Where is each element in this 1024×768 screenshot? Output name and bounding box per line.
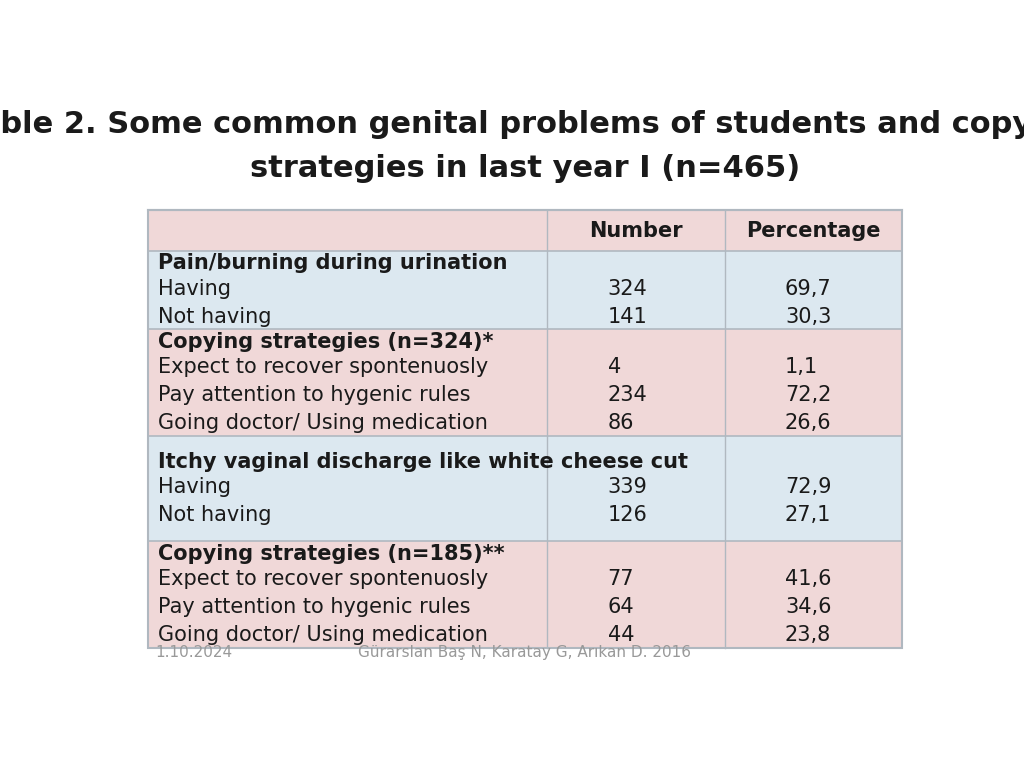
- Text: 69,7: 69,7: [785, 279, 831, 299]
- Bar: [147, 251, 902, 273]
- Text: Having: Having: [158, 279, 230, 299]
- Text: 23,8: 23,8: [785, 625, 831, 645]
- Text: 72,9: 72,9: [785, 478, 831, 498]
- Bar: [147, 273, 902, 301]
- Bar: [147, 210, 902, 251]
- Bar: [147, 592, 902, 620]
- Text: 126: 126: [607, 505, 647, 525]
- Bar: [147, 564, 902, 592]
- Text: Table 2. Some common genital problems of students and copying: Table 2. Some common genital problems of…: [0, 110, 1024, 139]
- Text: Expect to recover spontenuosly: Expect to recover spontenuosly: [158, 357, 487, 377]
- Bar: [147, 449, 902, 472]
- Text: Going doctor/ Using medication: Going doctor/ Using medication: [158, 413, 487, 433]
- Text: Having: Having: [158, 478, 230, 498]
- Text: 44: 44: [607, 625, 634, 645]
- Text: Copying strategies (n=185)**: Copying strategies (n=185)**: [158, 544, 504, 564]
- Text: 1.10.2024: 1.10.2024: [156, 645, 232, 660]
- Text: Percentage: Percentage: [745, 220, 881, 240]
- Text: Copying strategies (n=324)*: Copying strategies (n=324)*: [158, 332, 494, 352]
- Bar: [147, 380, 902, 408]
- Text: 27,1: 27,1: [785, 505, 831, 525]
- Text: 4: 4: [607, 357, 621, 377]
- Text: strategies in last year I (n=465): strategies in last year I (n=465): [250, 154, 800, 184]
- Text: 41,6: 41,6: [785, 569, 831, 590]
- Text: 26,6: 26,6: [785, 413, 831, 433]
- Text: Pay attention to hygenic rules: Pay attention to hygenic rules: [158, 598, 470, 617]
- Bar: [147, 352, 902, 380]
- Text: 324: 324: [607, 279, 647, 299]
- Bar: [147, 620, 902, 648]
- Text: Pain/burning during urination: Pain/burning during urination: [158, 253, 507, 273]
- Bar: [147, 408, 902, 436]
- Bar: [147, 500, 902, 528]
- Text: 339: 339: [607, 478, 647, 498]
- Bar: [147, 301, 902, 329]
- Text: 30,3: 30,3: [785, 306, 831, 327]
- Text: 72,2: 72,2: [785, 386, 831, 406]
- Text: Itchy vaginal discharge like white cheese cut: Itchy vaginal discharge like white chees…: [158, 452, 688, 472]
- Text: Gürarslan Baş N, Karatay G, Arıkan D. 2016: Gürarslan Baş N, Karatay G, Arıkan D. 20…: [358, 645, 691, 660]
- Text: 234: 234: [607, 386, 647, 406]
- Text: Not having: Not having: [158, 306, 271, 327]
- Text: Pay attention to hygenic rules: Pay attention to hygenic rules: [158, 386, 470, 406]
- Text: 64: 64: [607, 598, 634, 617]
- Text: 34,6: 34,6: [785, 598, 831, 617]
- Bar: [147, 329, 902, 352]
- Text: Going doctor/ Using medication: Going doctor/ Using medication: [158, 625, 487, 645]
- Bar: [147, 541, 902, 564]
- Text: 77: 77: [607, 569, 634, 590]
- Text: Number: Number: [589, 220, 683, 240]
- Bar: [147, 528, 902, 541]
- Bar: [147, 472, 902, 500]
- Text: Expect to recover spontenuosly: Expect to recover spontenuosly: [158, 569, 487, 590]
- Text: Not having: Not having: [158, 505, 271, 525]
- Bar: [147, 436, 902, 449]
- Text: 1,1: 1,1: [785, 357, 818, 377]
- Text: 141: 141: [607, 306, 647, 327]
- Text: 86: 86: [607, 413, 634, 433]
